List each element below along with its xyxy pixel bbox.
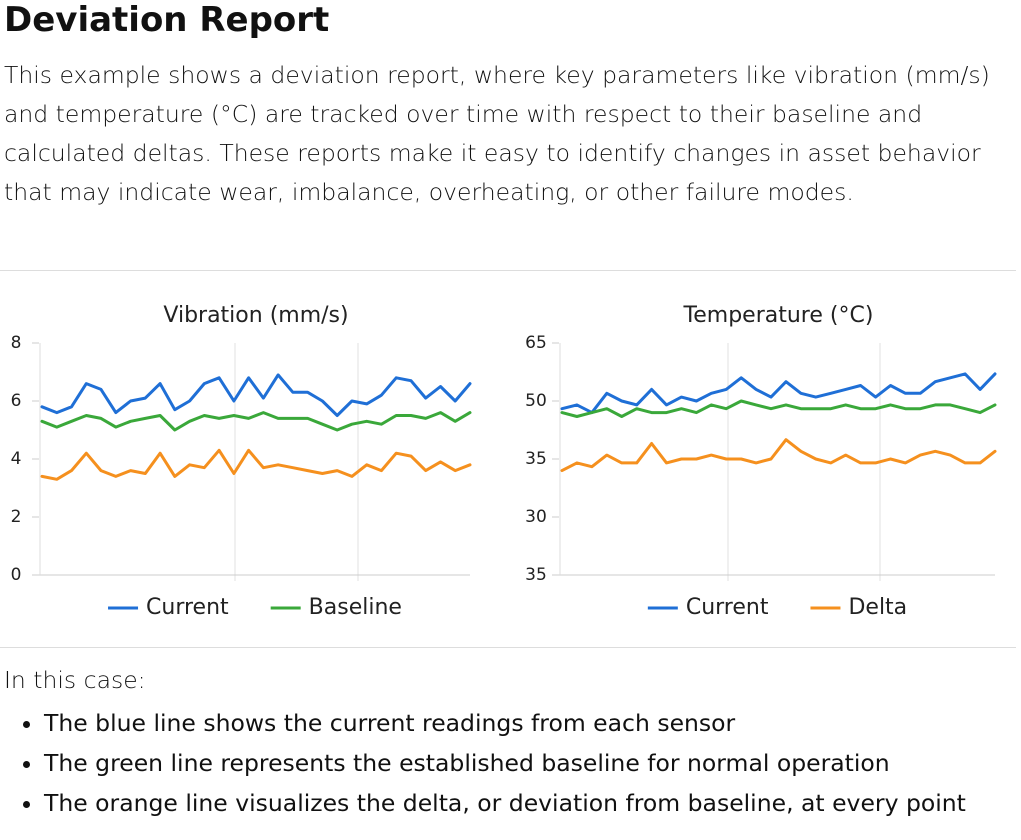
y-tick-label: 4 [11, 449, 22, 469]
legend-label: Delta [848, 595, 907, 620]
series-line [560, 438, 997, 473]
intro: This example shows a deviation report, w… [4, 61, 990, 206]
series-line [560, 372, 997, 415]
legend-label: Current [146, 595, 229, 620]
bullet: The orange line visualizes the delta, or… [44, 783, 966, 823]
series-line [560, 399, 997, 418]
y-tick-label: 35 [525, 449, 547, 469]
page-title: Deviation Report [4, 0, 330, 40]
y-tick-label: 0 [11, 565, 22, 585]
charts: Vibration (mm/s) 0 2 4 6 8 Current Baseline Temp… [11, 303, 997, 620]
y-tick-label: 65 [525, 333, 547, 353]
bullet: The blue line shows the current readings… [44, 703, 966, 743]
chart-title: Vibration (mm/s) [163, 303, 348, 328]
summary-list: The blue line shows the current readings… [0, 703, 966, 823]
legend-label: Current [686, 595, 769, 620]
y-tick-label: 35 [525, 565, 547, 585]
series-line [40, 448, 472, 481]
series-line [40, 373, 472, 417]
bullet: The green line represents the establishe… [44, 743, 966, 783]
y-tick-label: 30 [525, 507, 547, 527]
y-tick-label: 50 [525, 391, 547, 411]
y-tick-label: 8 [11, 333, 22, 353]
divider [0, 270, 1016, 271]
series-line [40, 411, 472, 432]
y-tick-label: 2 [11, 507, 22, 527]
chart-title: Temperature (°C) [683, 303, 874, 328]
y-tick-label: 6 [11, 391, 22, 411]
summary-lead: In this case: [4, 666, 146, 694]
divider [0, 647, 1016, 648]
legend-label: Baseline [309, 595, 402, 620]
